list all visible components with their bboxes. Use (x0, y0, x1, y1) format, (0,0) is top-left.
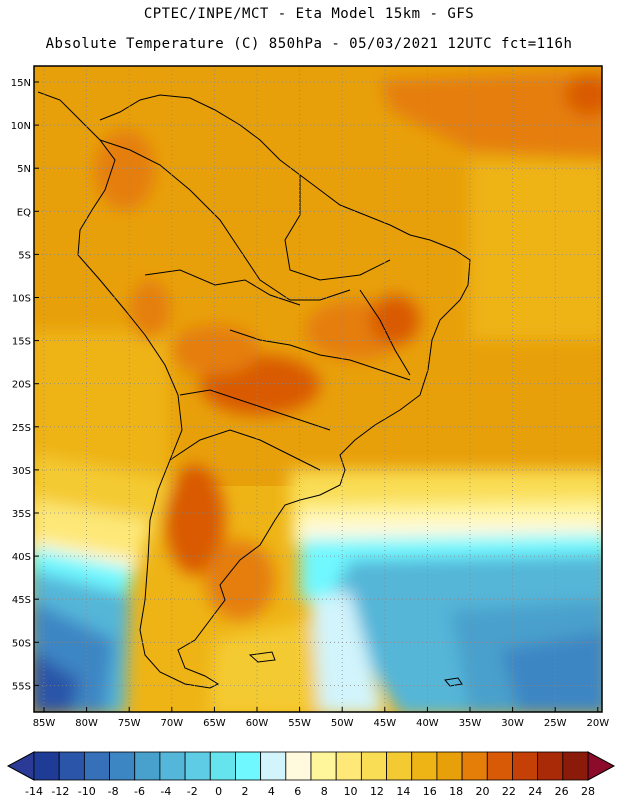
colorbar-label: 0 (215, 785, 222, 798)
temperature-field (34, 66, 602, 712)
lon-label: 65W (203, 718, 226, 729)
lat-label: 30S (12, 466, 31, 477)
lon-label: 80W (75, 718, 98, 729)
colorbar-label: -14 (25, 785, 43, 798)
colorbar-label: 18 (449, 785, 463, 798)
colorbar-label: -6 (134, 785, 145, 798)
colorbar-label: 10 (344, 785, 358, 798)
lat-label: 15N (11, 78, 31, 89)
colorbar-over-arrow (587, 751, 616, 781)
colorbar-swatch (33, 751, 60, 781)
lon-label: 85W (33, 718, 56, 729)
colorbar-swatch (134, 751, 161, 781)
lon-label: 25W (544, 718, 567, 729)
title-line-1: CPTEC/INPE/MCT - Eta Model 15km - GFS (143, 6, 475, 22)
lon-label: 35W (459, 718, 482, 729)
colorbar-label: 16 (423, 785, 437, 798)
colorbar-swatch (310, 751, 337, 781)
colorbar-label: -10 (78, 785, 96, 798)
colorbar-label: 20 (475, 785, 489, 798)
lon-label: 70W (160, 718, 183, 729)
colorbar-swatch (512, 751, 539, 781)
colorbar-swatch (235, 751, 262, 781)
colorbar-swatch (411, 751, 438, 781)
colorbar-label: -8 (108, 785, 119, 798)
lon-label: 55W (288, 718, 311, 729)
colorbar-swatch (461, 751, 488, 781)
lat-label: 50S (12, 638, 31, 649)
lon-label: 30W (501, 718, 524, 729)
lat-label: 10S (12, 294, 31, 305)
lat-label: 45S (12, 595, 31, 606)
lon-label: 60W (246, 718, 269, 729)
colorbar-swatch (537, 751, 564, 781)
colorbar-swatch (83, 751, 110, 781)
lat-label: 10N (11, 121, 31, 132)
colorbar-label: -2 (187, 785, 198, 798)
colorbar-swatch (209, 751, 236, 781)
colorbar-swatch (335, 751, 362, 781)
lon-label: 20W (586, 718, 609, 729)
latitude-labels: 15N 10N 5N EQ 5S 10S 15S 20S 25S 30S 35S 40S 45S 50S 5… (11, 78, 39, 692)
colorbar-label: 8 (321, 785, 328, 798)
colorbar-swatch (260, 751, 287, 781)
lon-label: 45W (373, 718, 396, 729)
colorbar-label: 4 (268, 785, 275, 798)
colorbar-swatch (360, 751, 387, 781)
lat-label: 40S (12, 552, 31, 563)
colorbar: -14 -12 -10 -8 -6 -4 -2 0 2 4 6 8 10 12 14 16 18 20 22 24 26… (6, 751, 616, 798)
lat-label: 5S (18, 250, 31, 261)
lat-label: 55S (12, 681, 31, 692)
colorbar-under-arrow (6, 751, 35, 781)
title-line-2: Absolute Temperature (C) 850hPa - 05/03/… (45, 36, 573, 52)
colorbar-label: -4 (160, 785, 171, 798)
colorbar-label: -12 (51, 785, 69, 798)
lat-label: 20S (12, 380, 31, 391)
colorbar-label: 14 (396, 785, 410, 798)
lat-label: EQ (17, 207, 31, 218)
colorbar-label: 22 (502, 785, 516, 798)
graticule (34, 66, 602, 712)
map-frame (33, 65, 603, 713)
lon-label: 50W (331, 718, 354, 729)
colorbar-swatch (159, 751, 186, 781)
lat-label: 15S (12, 337, 31, 348)
colorbar-swatch (562, 751, 589, 781)
colorbar-label: 24 (528, 785, 542, 798)
colorbar-swatch (285, 751, 312, 781)
lon-label: 75W (118, 718, 141, 729)
lat-label: 35S (12, 509, 31, 520)
colorbar-swatch (58, 751, 85, 781)
colorbar-swatch (486, 751, 513, 781)
colorbar-label: 12 (370, 785, 384, 798)
lon-label: 40W (416, 718, 439, 729)
colorbar-label: 6 (294, 785, 301, 798)
lat-label: 25S (12, 423, 31, 434)
colorbar-label: 2 (242, 785, 249, 798)
colorbar-swatch (109, 751, 136, 781)
colorbar-label: 26 (555, 785, 569, 798)
colorbar-swatch (184, 751, 211, 781)
longitude-labels: 85W 80W 75W 70W 65W 60W 55W 50W 45W 40W 35W 30W 25W 2… (33, 707, 609, 729)
colorbar-label: 28 (581, 785, 595, 798)
colorbar-swatch (436, 751, 463, 781)
colorbar-swatch (386, 751, 413, 781)
lat-label: 5N (17, 164, 31, 175)
